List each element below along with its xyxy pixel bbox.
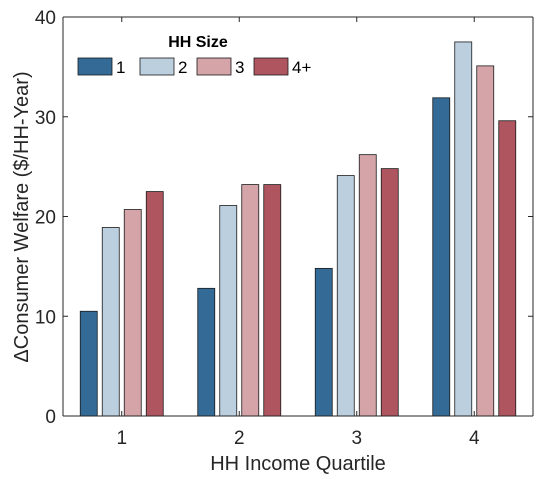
bars [79,41,517,417]
bar-hh-size-2-quartile-3 [336,175,355,417]
y-tick-label: 30 [35,108,56,129]
bar-hh-size-1-quartile-3 [314,267,333,417]
y-tick-label: 20 [35,208,56,229]
bar-hh-size-4plus-quartile-4 [498,120,517,417]
bar-hh-size-4plus-quartile-1 [145,191,164,417]
x-tick-label: 3 [351,428,362,449]
legend-label-3: 3 [235,58,244,77]
x-tick-label: 2 [234,428,245,449]
legend-label-2: 2 [178,58,187,77]
legend-swatch-2 [139,57,175,76]
bar-hh-size-1-quartile-2 [197,287,216,417]
legend-swatch-1 [77,57,113,76]
bar-hh-size-3-quartile-2 [241,184,260,417]
legend-swatch-3 [196,57,232,76]
x-tick-label: 1 [116,428,127,449]
y-tick-label: 10 [35,307,56,328]
bar-hh-size-4plus-quartile-3 [380,168,399,417]
bar-hh-size-1-quartile-1 [79,310,98,417]
legend-label-1: 1 [116,58,125,77]
y-tick-label: 40 [35,8,56,29]
bar-hh-size-2-quartile-1 [101,227,120,417]
legend-title: HH Size [168,34,228,51]
bar-hh-size-3-quartile-1 [123,209,142,417]
y-axis-title: ΔConsumer Welfare ($/HH-Year) [11,71,33,362]
x-tick-label: 4 [469,428,480,449]
bar-hh-size-4plus-quartile-2 [263,184,282,417]
legend-label-4plus: 4+ [292,58,311,77]
legend-swatch-4plus [253,57,289,76]
legend: HH Size 1 2 3 4+ [77,34,311,77]
bar-hh-size-2-quartile-2 [219,205,238,417]
bar-hh-size-1-quartile-4 [432,97,451,417]
y-tick-label: 0 [45,407,56,428]
bar-hh-size-3-quartile-4 [476,65,495,417]
bar-hh-size-2-quartile-4 [454,41,473,417]
axes: 0 10 20 30 40 1 2 3 4 [35,8,534,449]
bar-hh-size-3-quartile-3 [358,154,377,417]
x-axis-title: HH Income Quartile [210,453,386,475]
